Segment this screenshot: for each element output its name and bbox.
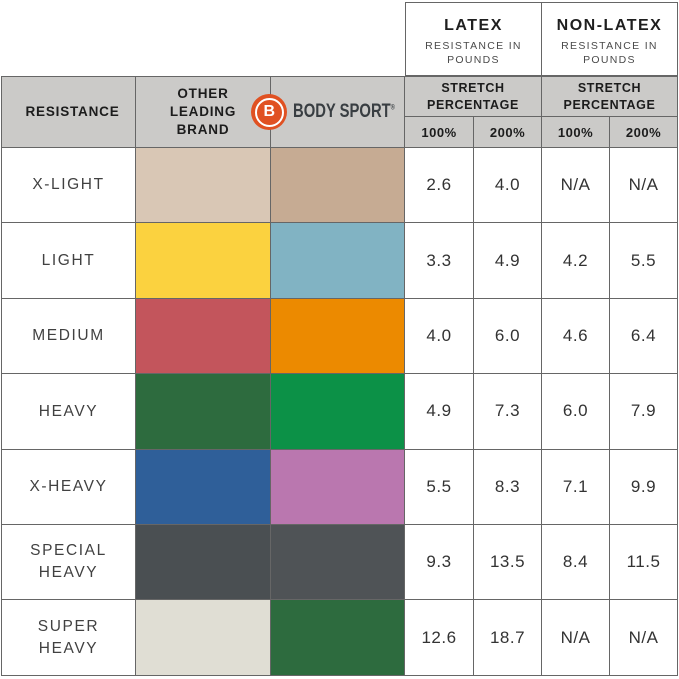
value-cell: 4.0 [405, 298, 474, 375]
non-latex-stretch-percentage-header: STRETCH PERCENTAGE [542, 76, 678, 117]
row-label-super-heavy: SUPER HEAVY [1, 600, 136, 676]
value-cell: 2.6 [405, 148, 474, 224]
bodysport-wordmark: BODY SPORT® [293, 101, 396, 122]
bodysport-logo: B BODY SPORT® [251, 94, 423, 130]
swatch-other-medium [136, 298, 271, 375]
swatch-bodysport-x-light [271, 148, 405, 224]
value-cell: 4.0 [474, 148, 542, 224]
registered-mark: ® [391, 104, 396, 112]
swatch-bodysport-medium [271, 298, 405, 375]
non-latex-subtitle: RESISTANCE IN POUNDS [561, 39, 658, 66]
value-cell: 4.2 [542, 223, 610, 299]
bodysport-b-icon: B [251, 94, 288, 130]
value-cell: 13.5 [474, 524, 542, 601]
value-cell: 11.5 [610, 524, 678, 601]
value-cell: N/A [542, 148, 610, 224]
column-header-other-brand: OTHER LEADING BRAND [136, 76, 271, 148]
row-label-heavy: HEAVY [1, 374, 136, 450]
latex-title: LATEX [444, 16, 503, 34]
value-cell: 4.9 [474, 223, 542, 299]
row-label-medium: MEDIUM [1, 298, 136, 375]
swatch-bodysport-x-heavy [271, 449, 405, 525]
row-label-x-heavy: X-HEAVY [1, 449, 136, 525]
value-cell: 8.3 [474, 449, 542, 525]
value-cell: N/A [610, 148, 678, 224]
non-latex-title: NON-LATEX [556, 16, 663, 34]
value-cell: N/A [610, 600, 678, 676]
latex-subtitle: RESISTANCE IN POUNDS [425, 39, 522, 66]
value-cell: 6.0 [542, 374, 610, 450]
value-cell: 5.5 [405, 449, 474, 525]
non-latex-200-header: 200% [610, 117, 678, 148]
row-label-x-light: X-LIGHT [1, 148, 136, 224]
swatch-other-x-light [136, 148, 271, 224]
column-header-resistance: RESISTANCE [1, 76, 136, 148]
value-cell: N/A [542, 600, 610, 676]
latex-100-header: 100% [405, 117, 474, 148]
row-label-light: LIGHT [1, 223, 136, 299]
value-cell: 9.3 [405, 524, 474, 601]
row-label-special-heavy: SPECIAL HEAVY [1, 524, 136, 601]
value-cell: 7.9 [610, 374, 678, 450]
value-cell: 18.7 [474, 600, 542, 676]
value-cell: 7.1 [542, 449, 610, 525]
value-cell: 4.6 [542, 298, 610, 375]
swatch-other-light [136, 223, 271, 299]
value-cell: 8.4 [542, 524, 610, 601]
top-blank-area [1, 2, 405, 76]
swatch-other-super-heavy [136, 600, 271, 676]
value-cell: 6.0 [474, 298, 542, 375]
value-cell: 6.4 [610, 298, 678, 375]
value-cell: 3.3 [405, 223, 474, 299]
non-latex-100-header: 100% [542, 117, 610, 148]
latex-stretch-percentage-header: STRETCH PERCENTAGE [405, 76, 542, 117]
swatch-other-special-heavy [136, 524, 271, 601]
non-latex-header: NON-LATEX RESISTANCE IN POUNDS [542, 2, 678, 76]
swatch-bodysport-super-heavy [271, 600, 405, 676]
value-cell: 5.5 [610, 223, 678, 299]
value-cell: 4.9 [405, 374, 474, 450]
value-cell: 9.9 [610, 449, 678, 525]
value-cell: 7.3 [474, 374, 542, 450]
swatch-bodysport-heavy [271, 374, 405, 450]
value-cell: 12.6 [405, 600, 474, 676]
column-header-bodysport: B BODY SPORT® [251, 76, 405, 148]
swatch-bodysport-special-heavy [271, 524, 405, 601]
swatch-other-heavy [136, 374, 271, 450]
swatch-other-x-heavy [136, 449, 271, 525]
latex-header: LATEX RESISTANCE IN POUNDS [405, 2, 542, 76]
latex-200-header: 200% [474, 117, 542, 148]
swatch-bodysport-light [271, 223, 405, 299]
